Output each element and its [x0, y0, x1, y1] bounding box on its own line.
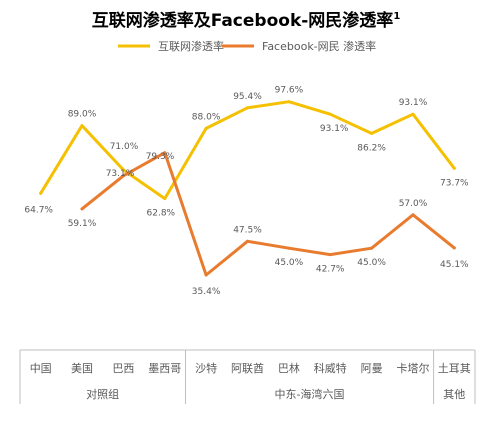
- data-label-internet-penetration-9: 93.1%: [399, 98, 428, 108]
- legend-label-internet-penetration: 互联网渗透率: [158, 39, 224, 53]
- data-label-facebook-penetration-6: 45.0%: [275, 258, 304, 268]
- data-label-facebook-penetration-3: 79.3%: [146, 152, 175, 162]
- data-point-facebook-penetration-7: [328, 253, 332, 257]
- data-label-internet-penetration-5: 95.4%: [233, 92, 262, 102]
- legend-label-facebook-penetration: Facebook-网民 渗透率: [262, 39, 376, 53]
- data-label-internet-penetration-1: 89.0%: [68, 110, 97, 120]
- data-label-layer: 64.7% 89.0% 73.1% 62.8% 88.0% 95.4% 97.6% 93.1%…: [24, 86, 469, 297]
- data-point-internet-penetration-7: [328, 112, 332, 116]
- data-point-internet-penetration-2: [121, 168, 125, 172]
- data-point-facebook-penetration-6: [287, 246, 291, 250]
- data-point-internet-penetration-3: [163, 197, 167, 201]
- legend: 互联网渗透率 Facebook-网民 渗透率: [118, 39, 376, 53]
- category-label-9: 卡塔尔: [397, 362, 430, 375]
- data-point-internet-penetration-4: [204, 126, 208, 130]
- data-label-internet-penetration-2: 73.1%: [106, 169, 135, 179]
- data-label-internet-penetration-3: 62.8%: [147, 209, 176, 219]
- data-point-internet-penetration-9: [411, 112, 415, 116]
- data-point-facebook-penetration-3: [163, 151, 167, 155]
- data-label-facebook-penetration-9: 57.0%: [399, 199, 428, 209]
- series-line-facebook-penetration: [80, 151, 456, 277]
- group-label-0: 对照组: [86, 387, 119, 401]
- category-label-10: 土耳其: [438, 362, 471, 375]
- group-label-1: 中东-海湾六国: [275, 387, 345, 401]
- data-point-facebook-penetration-10: [452, 246, 456, 250]
- data-point-facebook-penetration-5: [246, 239, 249, 243]
- data-label-internet-penetration-8: 86.2%: [357, 143, 386, 153]
- data-label-facebook-penetration-1: 59.1%: [68, 219, 97, 229]
- category-label-2: 巴西: [112, 362, 134, 375]
- data-point-internet-penetration-1: [80, 124, 84, 128]
- data-label-internet-penetration-10: 73.7%: [440, 178, 469, 188]
- data-label-internet-penetration-7: 93.1%: [320, 124, 349, 134]
- chart-title-main: 互联网渗透率及Facebook-网民渗透率: [92, 10, 394, 31]
- category-label-1: 美国: [71, 362, 93, 375]
- data-point-internet-penetration-0: [39, 191, 43, 195]
- category-label-3: 墨西哥: [148, 362, 181, 375]
- data-label-facebook-penetration-8: 45.0%: [357, 258, 386, 268]
- category-label-8: 阿曼: [361, 362, 383, 375]
- data-point-facebook-penetration-8: [370, 246, 374, 250]
- category-label-0: 中国: [30, 362, 52, 375]
- data-label-internet-penetration-6: 97.6%: [275, 86, 304, 96]
- data-label-facebook-penetration-10: 45.1%: [440, 260, 469, 270]
- data-label-internet-penetration-4: 88.0%: [192, 112, 221, 122]
- data-point-facebook-penetration-9: [411, 213, 415, 217]
- data-point-internet-penetration-10: [452, 166, 456, 170]
- data-point-internet-penetration-8: [370, 131, 374, 135]
- series-line-internet-penetration: [39, 100, 456, 201]
- data-label-facebook-penetration-5: 47.5%: [233, 225, 262, 235]
- category-label-4: 沙特: [195, 361, 217, 375]
- chart-title-superscript: 1: [393, 11, 400, 22]
- chart-title: 互联网渗透率及Facebook-网民渗透率1: [92, 10, 401, 31]
- data-label-facebook-penetration-2: 71.0%: [110, 142, 139, 152]
- category-label-6: 巴林: [278, 361, 300, 375]
- data-point-internet-penetration-6: [287, 100, 291, 104]
- category-label-5: 阿联酋: [231, 361, 264, 375]
- data-label-facebook-penetration-4: 35.4%: [192, 287, 221, 297]
- category-label-7: 科威特: [314, 361, 347, 375]
- data-label-internet-penetration-0: 64.7%: [24, 205, 53, 215]
- data-point-facebook-penetration-1: [80, 207, 84, 211]
- series-layer: [39, 100, 456, 277]
- data-point-facebook-penetration-2: [121, 174, 125, 178]
- data-point-internet-penetration-5: [246, 106, 249, 110]
- data-label-facebook-penetration-7: 42.7%: [316, 265, 345, 275]
- data-point-facebook-penetration-4: [204, 273, 208, 277]
- group-label-2: 其他: [443, 388, 465, 401]
